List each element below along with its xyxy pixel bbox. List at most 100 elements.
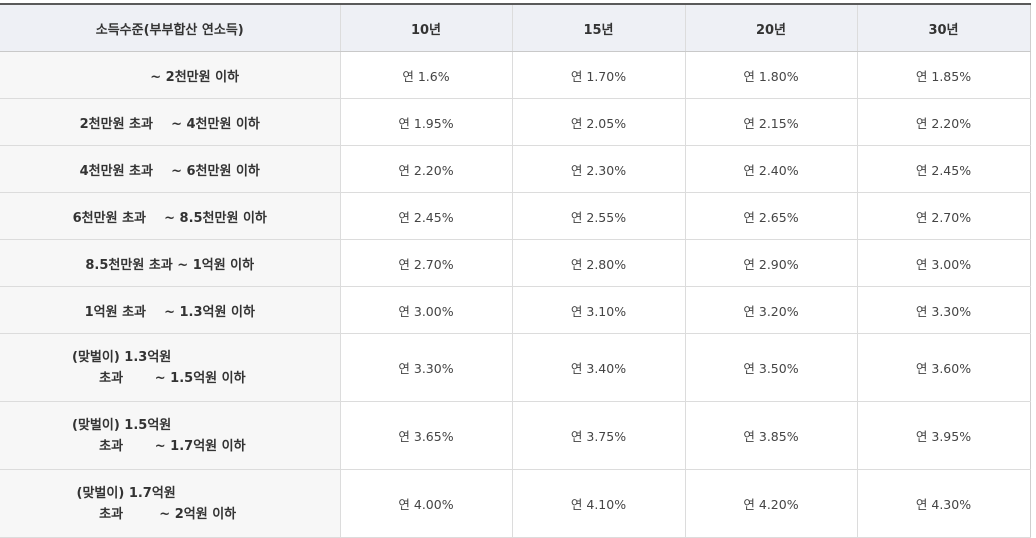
rate-cell: 연 2.20% [340, 145, 513, 193]
income-range-label-line1: (맞벌이) 1.3억원 [72, 349, 172, 365]
income-range-label-line1: (맞벌이) 1.5억원 [72, 417, 172, 433]
income-range-cell: (맞벌이) 1.5억원 초과 ~ 1.7억원 이하 [0, 401, 341, 470]
rate-cell: 연 1.95% [340, 98, 513, 146]
rate-cell: 연 2.45% [340, 192, 513, 240]
rate-cell: 연 2.40% [685, 145, 858, 193]
table-header-row: 소득수준(부부합산 연소득) 10년 15년 20년 30년 [0, 4, 1031, 52]
rate-cell: 연 2.15% [685, 98, 858, 146]
rate-value: 연 1.95% [398, 115, 454, 131]
table-row: (맞벌이) 1.3억원 초과 ~ 1.5억원 이하 연 3.30% 연 3.40… [0, 333, 1031, 402]
income-range-label-line2: 초과 ~ 1.7억원 이하 [72, 438, 246, 454]
rate-cell: 연 2.70% [857, 192, 1031, 240]
header-period-10y: 10년 [340, 4, 513, 52]
rate-value: 연 3.30% [398, 361, 454, 376]
rate-value: 연 2.40% [743, 162, 799, 178]
income-range-cell: (맞벌이) 1.7억원 초과 ~ 2억원 이하 [0, 469, 341, 538]
income-range-label-line2: 초과 ~ 2억원 이하 [72, 506, 237, 522]
rate-value: 연 2.55% [570, 209, 627, 225]
rate-value: 연 2.05% [570, 115, 627, 131]
rate-value: 연 4.30% [915, 497, 972, 512]
rate-cell: 연 3.50% [685, 333, 858, 402]
rate-value: 연 1.85% [915, 68, 972, 84]
table-row: ~ 2천만원 이하 연 1.6% 연 1.70% 연 1.80% 연 1.85% [0, 51, 1031, 99]
income-range-label: 8.5천만원 초과 ~ 1억원 이하 [85, 257, 255, 273]
table-row: 6천만원 초과 ~ 8.5천만원 이하 연 2.45% 연 2.55% 연 2.… [0, 192, 1031, 240]
rate-cell: 연 3.00% [340, 286, 513, 334]
rate-cell: 연 3.20% [685, 286, 858, 334]
rate-table-container: 소득수준(부부합산 연소득) 10년 15년 20년 30년 ~ 2천만원 이하… [0, 3, 1031, 538]
rate-value: 연 2.15% [743, 115, 799, 131]
income-range-cell: 8.5천만원 초과 ~ 1억원 이하 [0, 239, 341, 287]
income-range-cell: ~ 2천만원 이하 [0, 51, 341, 99]
rate-cell: 연 3.40% [512, 333, 686, 402]
rate-cell: 연 2.90% [685, 239, 858, 287]
table-row: (맞벌이) 1.7억원 초과 ~ 2억원 이하 연 4.00% 연 4.10% … [0, 469, 1031, 538]
rate-cell: 연 4.00% [340, 469, 513, 538]
rate-value: 연 4.00% [398, 497, 454, 512]
rate-value: 연 2.65% [743, 209, 799, 225]
rate-cell: 연 2.80% [512, 239, 686, 287]
rate-cell: 연 1.85% [857, 51, 1031, 99]
income-range-label: 6천만원 초과 ~ 8.5천만원 이하 [72, 210, 267, 226]
income-range-cell: 6천만원 초과 ~ 8.5천만원 이하 [0, 192, 341, 240]
rate-value: 연 3.40% [570, 361, 627, 376]
income-range-label-line1: (맞벌이) 1.7억원 [72, 485, 176, 501]
rate-value: 연 1.6% [402, 68, 450, 84]
rate-value: 연 2.45% [398, 209, 454, 225]
table-row: (맞벌이) 1.5억원 초과 ~ 1.7억원 이하 연 3.65% 연 3.75… [0, 401, 1031, 470]
rate-value: 연 3.85% [743, 429, 799, 444]
income-range-cell: 4천만원 초과 ~ 6천만원 이하 [0, 145, 341, 193]
table-row: 2천만원 초과 ~ 4천만원 이하 연 1.95% 연 2.05% 연 2.15… [0, 98, 1031, 146]
rate-value: 연 3.20% [743, 303, 799, 319]
rate-value: 연 3.65% [398, 429, 454, 444]
header-period-20y: 20년 [685, 4, 858, 52]
table-row: 4천만원 초과 ~ 6천만원 이하 연 2.20% 연 2.30% 연 2.40… [0, 145, 1031, 193]
rate-cell: 연 3.30% [857, 286, 1031, 334]
rate-cell: 연 2.55% [512, 192, 686, 240]
rate-cell: 연 4.30% [857, 469, 1031, 538]
rate-value: 연 3.75% [570, 429, 627, 444]
rate-value: 연 2.20% [398, 162, 454, 178]
rate-cell: 연 2.65% [685, 192, 858, 240]
rate-value: 연 1.80% [743, 68, 799, 84]
rate-cell: 연 3.30% [340, 333, 513, 402]
rate-value: 연 3.60% [915, 361, 972, 376]
rate-cell: 연 4.20% [685, 469, 858, 538]
rate-cell: 연 3.00% [857, 239, 1031, 287]
rate-value: 연 2.45% [915, 162, 972, 178]
rate-cell: 연 4.10% [512, 469, 686, 538]
income-range-label: ~ 2천만원 이하 [100, 69, 240, 85]
table-row: 8.5천만원 초과 ~ 1억원 이하 연 2.70% 연 2.80% 연 2.9… [0, 239, 1031, 287]
header-income-level: 소득수준(부부합산 연소득) [0, 4, 341, 52]
income-range-cell: (맞벌이) 1.3억원 초과 ~ 1.5억원 이하 [0, 333, 341, 402]
rate-cell: 연 3.95% [857, 401, 1031, 470]
rate-value: 연 2.30% [570, 162, 627, 178]
rate-cell: 연 3.85% [685, 401, 858, 470]
income-range-cell: 1억원 초과 ~ 1.3억원 이하 [0, 286, 341, 334]
rate-value: 연 3.00% [398, 303, 454, 319]
rate-cell: 연 1.80% [685, 51, 858, 99]
rate-value: 연 2.80% [570, 256, 627, 272]
rate-value: 연 2.70% [398, 256, 454, 272]
rate-value: 연 2.90% [743, 256, 799, 272]
income-range-cell: 2천만원 초과 ~ 4천만원 이하 [0, 98, 341, 146]
income-range-label-line2: 초과 ~ 1.5억원 이하 [72, 370, 246, 386]
rate-cell: 연 3.10% [512, 286, 686, 334]
rate-cell: 연 1.6% [340, 51, 513, 99]
interest-rate-table: 소득수준(부부합산 연소득) 10년 15년 20년 30년 ~ 2천만원 이하… [0, 3, 1031, 538]
rate-cell: 연 3.65% [340, 401, 513, 470]
table-row: 1억원 초과 ~ 1.3억원 이하 연 3.00% 연 3.10% 연 3.20… [0, 286, 1031, 334]
rate-cell: 연 3.60% [857, 333, 1031, 402]
header-period-15y: 15년 [512, 4, 686, 52]
income-range-label: 2천만원 초과 ~ 4천만원 이하 [79, 116, 260, 132]
rate-cell: 연 2.45% [857, 145, 1031, 193]
income-range-label: 4천만원 초과 ~ 6천만원 이하 [79, 163, 260, 179]
rate-value: 연 1.70% [570, 68, 627, 84]
rate-cell: 연 1.70% [512, 51, 686, 99]
rate-cell: 연 2.05% [512, 98, 686, 146]
rate-value: 연 2.70% [915, 209, 972, 225]
rate-value: 연 3.95% [915, 429, 972, 444]
rate-value: 연 3.00% [915, 256, 972, 272]
rate-cell: 연 3.75% [512, 401, 686, 470]
rate-value: 연 3.10% [570, 303, 627, 319]
